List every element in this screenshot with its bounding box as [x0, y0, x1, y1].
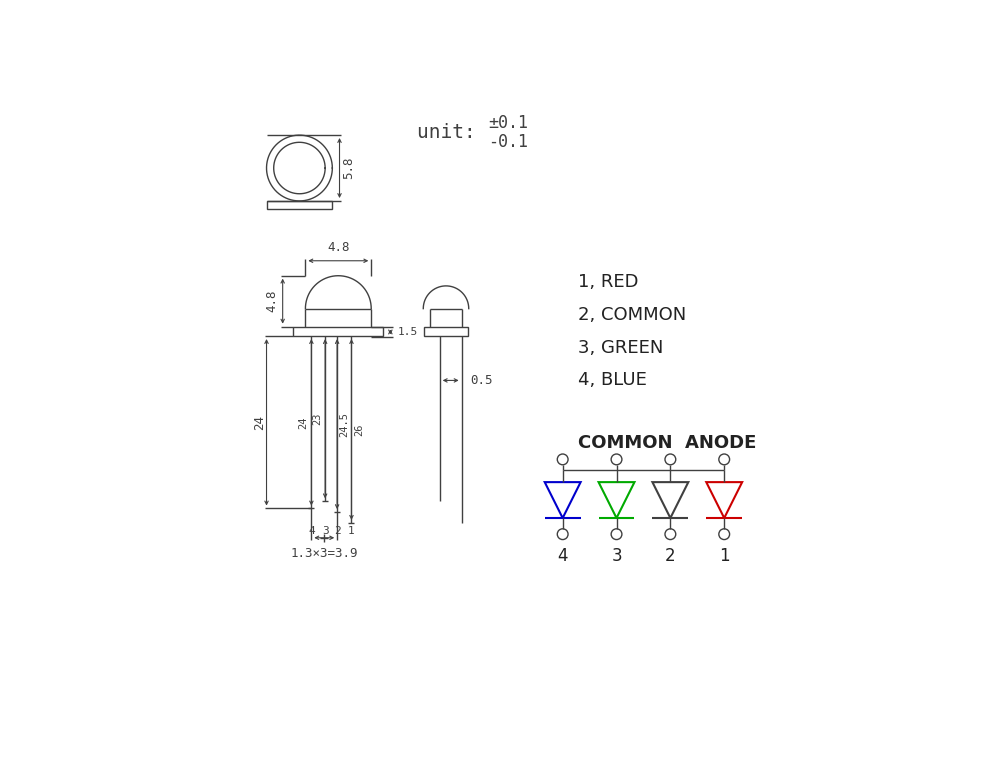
Text: 4.8: 4.8 [265, 290, 278, 312]
Text: 1, RED: 1, RED [577, 273, 638, 291]
Text: 0.5: 0.5 [470, 374, 493, 387]
Text: 3, GREEN: 3, GREEN [577, 339, 663, 357]
Text: 4, BLUE: 4, BLUE [577, 371, 646, 389]
Text: 1: 1 [718, 547, 729, 566]
Text: 5.8: 5.8 [342, 157, 355, 179]
Bar [293, 326, 383, 336]
Text: 1.3×3=3.9: 1.3×3=3.9 [290, 547, 358, 559]
Text: 4: 4 [308, 526, 315, 536]
Text: 3: 3 [610, 547, 621, 566]
Text: 23: 23 [312, 413, 322, 425]
Text: 1.5: 1.5 [397, 327, 418, 337]
Text: unit:: unit: [417, 123, 487, 141]
Text: ±0.1: ±0.1 [487, 113, 528, 131]
Text: 24: 24 [298, 416, 308, 429]
Text: 26: 26 [354, 423, 364, 436]
Text: 4.8: 4.8 [326, 241, 349, 253]
Text: 4: 4 [557, 547, 567, 566]
Text: 2, COMMON: 2, COMMON [577, 305, 685, 323]
Text: 1: 1 [348, 526, 355, 536]
Text: -0.1: -0.1 [487, 133, 528, 151]
Text: COMMON  ANODE: COMMON ANODE [578, 434, 756, 452]
Text: 3: 3 [321, 526, 328, 536]
Text: 24.5: 24.5 [339, 412, 349, 437]
Text: 2: 2 [333, 526, 340, 536]
Bar [424, 326, 467, 336]
Text: 24: 24 [252, 415, 265, 430]
Text: 2: 2 [665, 547, 675, 566]
Bar [266, 201, 332, 209]
